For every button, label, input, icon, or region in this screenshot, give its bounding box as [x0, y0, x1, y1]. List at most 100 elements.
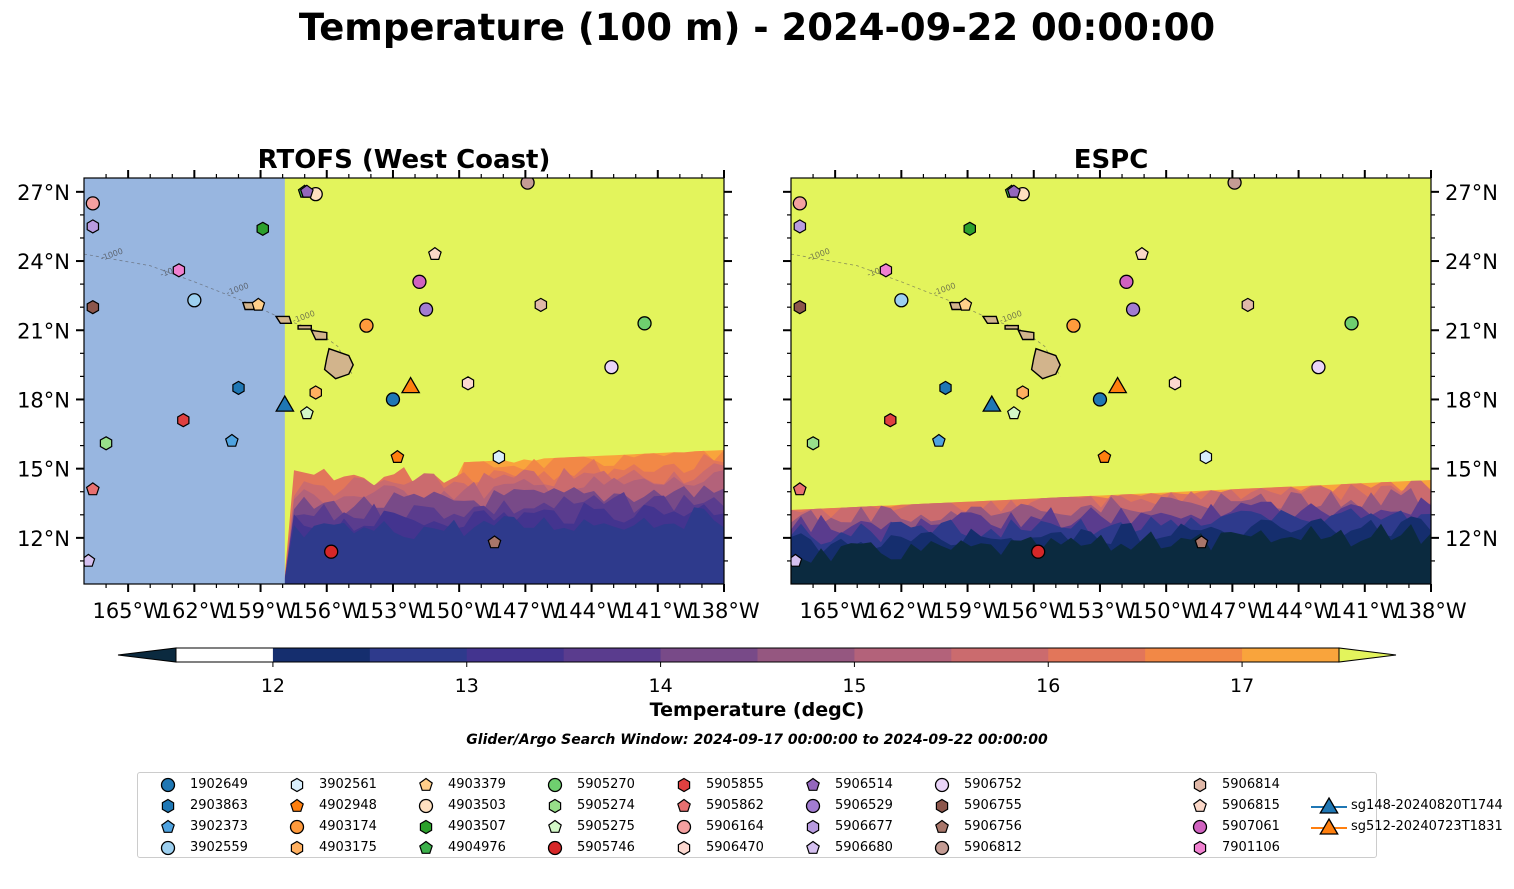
colorbar-tick-label: 16 [1036, 675, 1060, 697]
platform-marker-4903379 [958, 297, 973, 311]
colorbar-frame [175, 647, 1340, 663]
panel-title-espc: ESPC [1074, 145, 1149, 175]
map-frame [83, 177, 725, 585]
colorbar-label: Temperature (degC) [649, 699, 865, 721]
legend-marker-icon [1311, 796, 1347, 814]
legend-marker-icon [160, 777, 176, 793]
legend-label: 5906680 [835, 840, 893, 855]
legend-label: 1902649 [190, 777, 248, 792]
platform-marker-3902561 [492, 449, 506, 465]
legend-symbol [290, 840, 304, 856]
platform-marker-5906756 [487, 535, 502, 549]
platform-marker-7901106 [879, 263, 893, 278]
colorbar-segment [1242, 648, 1340, 662]
legend-label: 5906677 [835, 819, 893, 834]
legend-symbol [418, 798, 434, 814]
map-frame [790, 177, 1432, 585]
y-tick-label: 27°N [17, 181, 70, 205]
platform-marker-5905270 [637, 316, 652, 331]
island-oahu [274, 315, 293, 324]
legend-label: 5905746 [577, 840, 635, 855]
platform-marker-3902559 [187, 293, 202, 308]
legend-symbol [161, 798, 175, 814]
x-tick-label: 156°W [998, 599, 1070, 623]
x-tick-label: 156°W [291, 599, 363, 623]
legend-label: 5905855 [706, 777, 764, 792]
platform-marker-4903175 [309, 385, 322, 400]
colorbar-tick-label: 12 [261, 675, 285, 697]
legend-marker-icon [935, 798, 949, 814]
island-hawaii [323, 347, 354, 380]
legend-marker-icon [1193, 777, 1207, 793]
legend-marker-icon [548, 798, 562, 814]
legend-marker-icon [290, 798, 304, 812]
cold-water-band [791, 480, 1431, 584]
legend-label: 5906164 [706, 819, 764, 834]
platform-marker-4903379 [251, 297, 266, 311]
y-tick-label: 15°N [17, 458, 70, 482]
x-tick-label: 138°W [1395, 599, 1467, 623]
legend-symbol [934, 840, 950, 856]
legend-symbol [677, 777, 691, 793]
island-maui [1017, 329, 1035, 341]
y-tick-label: 24°N [1445, 250, 1498, 274]
y-tick-label: 27°N [1445, 181, 1498, 205]
platform-marker-5906677 [793, 219, 807, 234]
platform-marker-sg512-20240723T1831 [400, 376, 421, 394]
x-tick-label: 165°W [799, 599, 871, 623]
legend-marker-icon [161, 819, 175, 833]
search-window-text: Glider/Argo Search Window: 2024-09-17 00… [466, 732, 1048, 748]
colorbar-segment [951, 648, 1049, 662]
legend-label: 5907061 [1222, 819, 1280, 834]
legend-label: 4903379 [448, 777, 506, 792]
legend-symbol [548, 819, 562, 833]
platform-marker-5907061 [412, 274, 427, 289]
legend-label: 4902948 [319, 798, 377, 813]
legend-label: 2903863 [190, 798, 248, 813]
island-molokai [297, 324, 312, 330]
legend-marker-icon [1192, 819, 1208, 835]
platform-marker-5905274 [99, 436, 113, 451]
platform-marker-5906752 [1311, 360, 1326, 375]
legend-label: 5906815 [1222, 798, 1280, 813]
platform-marker-2903863 [232, 380, 245, 396]
legend-label: 5906814 [1222, 777, 1280, 792]
legend-symbol [161, 819, 175, 833]
y-tick-label: 24°N [17, 250, 70, 274]
no-data-region [84, 178, 285, 584]
colorbar-segment [757, 648, 855, 662]
legend-marker-icon [677, 798, 691, 812]
platform-marker-5906164 [85, 196, 100, 211]
platform-marker-5906164 [792, 196, 807, 211]
legend: 1902649 2903863 3902373 3902559 3902561 49029… [137, 772, 1503, 858]
platform-marker-5906514 [1006, 184, 1021, 198]
legend-marker-icon [419, 840, 433, 854]
platform-marker-5905862 [85, 482, 100, 496]
platform-marker-4903175 [1016, 385, 1030, 400]
legend-label: 4903174 [319, 819, 377, 834]
platform-marker-5905862 [792, 482, 807, 496]
legend-symbol [1319, 817, 1339, 835]
colorbar-tick-label: 14 [648, 675, 672, 697]
platform-marker-5905855 [884, 413, 897, 428]
platform-marker-5906812 [520, 178, 535, 190]
x-tick-label: 153°W [1064, 599, 1136, 623]
platform-marker-1902649 [1092, 392, 1108, 407]
legend-symbol [805, 798, 821, 814]
x-tick-label: 141°W [1329, 599, 1401, 623]
y-tick-label: 21°N [1445, 319, 1498, 343]
legend-label: 5906755 [964, 798, 1022, 813]
legend-marker-icon [934, 840, 950, 856]
platform-markers [84, 178, 652, 567]
legend-symbol [677, 798, 691, 812]
legend-marker-icon [806, 777, 820, 791]
legend-label: 3902561 [319, 777, 377, 792]
legend-label: sg512-20240723T1831 [1351, 819, 1503, 834]
platform-marker-5906470 [1168, 376, 1182, 391]
legend-symbol [677, 840, 691, 856]
legend-symbol [806, 840, 820, 854]
y-tick-label: 12°N [17, 527, 70, 551]
platform-marker-5906755 [793, 300, 807, 315]
platform-marker-5906677 [86, 219, 100, 234]
platform-marker-3902373 [931, 433, 946, 447]
